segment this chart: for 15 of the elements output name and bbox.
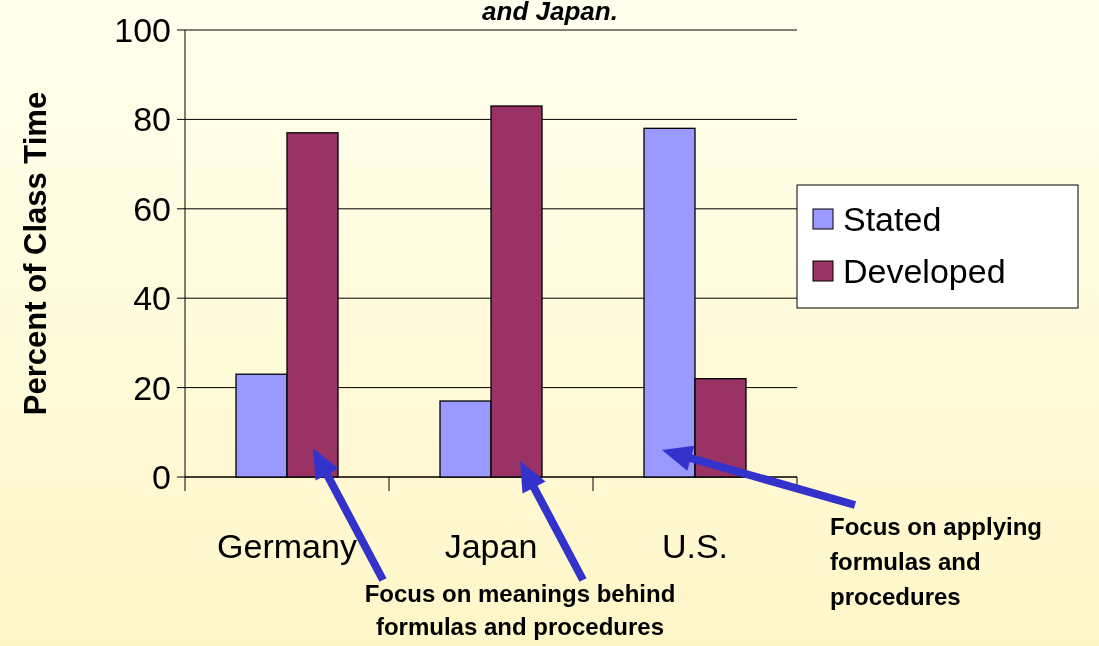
- chart-title: and Japan.: [482, 0, 618, 26]
- x-tick-label: Germany: [217, 527, 357, 565]
- legend-label: Developed: [843, 251, 1006, 290]
- y-tick-label: 20: [133, 368, 171, 407]
- x-tick-label: Japan: [444, 527, 538, 565]
- y-tick-label: 60: [133, 189, 171, 228]
- y-tick-label: 40: [133, 279, 171, 318]
- text: Focus on meanings behind formulas and procedures: [364, 580, 676, 640]
- y-tick-label: 80: [133, 100, 171, 139]
- y-tick-label: 0: [152, 457, 171, 496]
- x-tick-label: U.S.: [661, 527, 729, 565]
- text: Focus on applying formulas and procedures: [830, 513, 1043, 610]
- y-tick-label: 100: [114, 10, 171, 49]
- legend-label: Stated: [843, 199, 942, 238]
- y-axis-title: Percent of Class Time: [18, 91, 53, 416]
